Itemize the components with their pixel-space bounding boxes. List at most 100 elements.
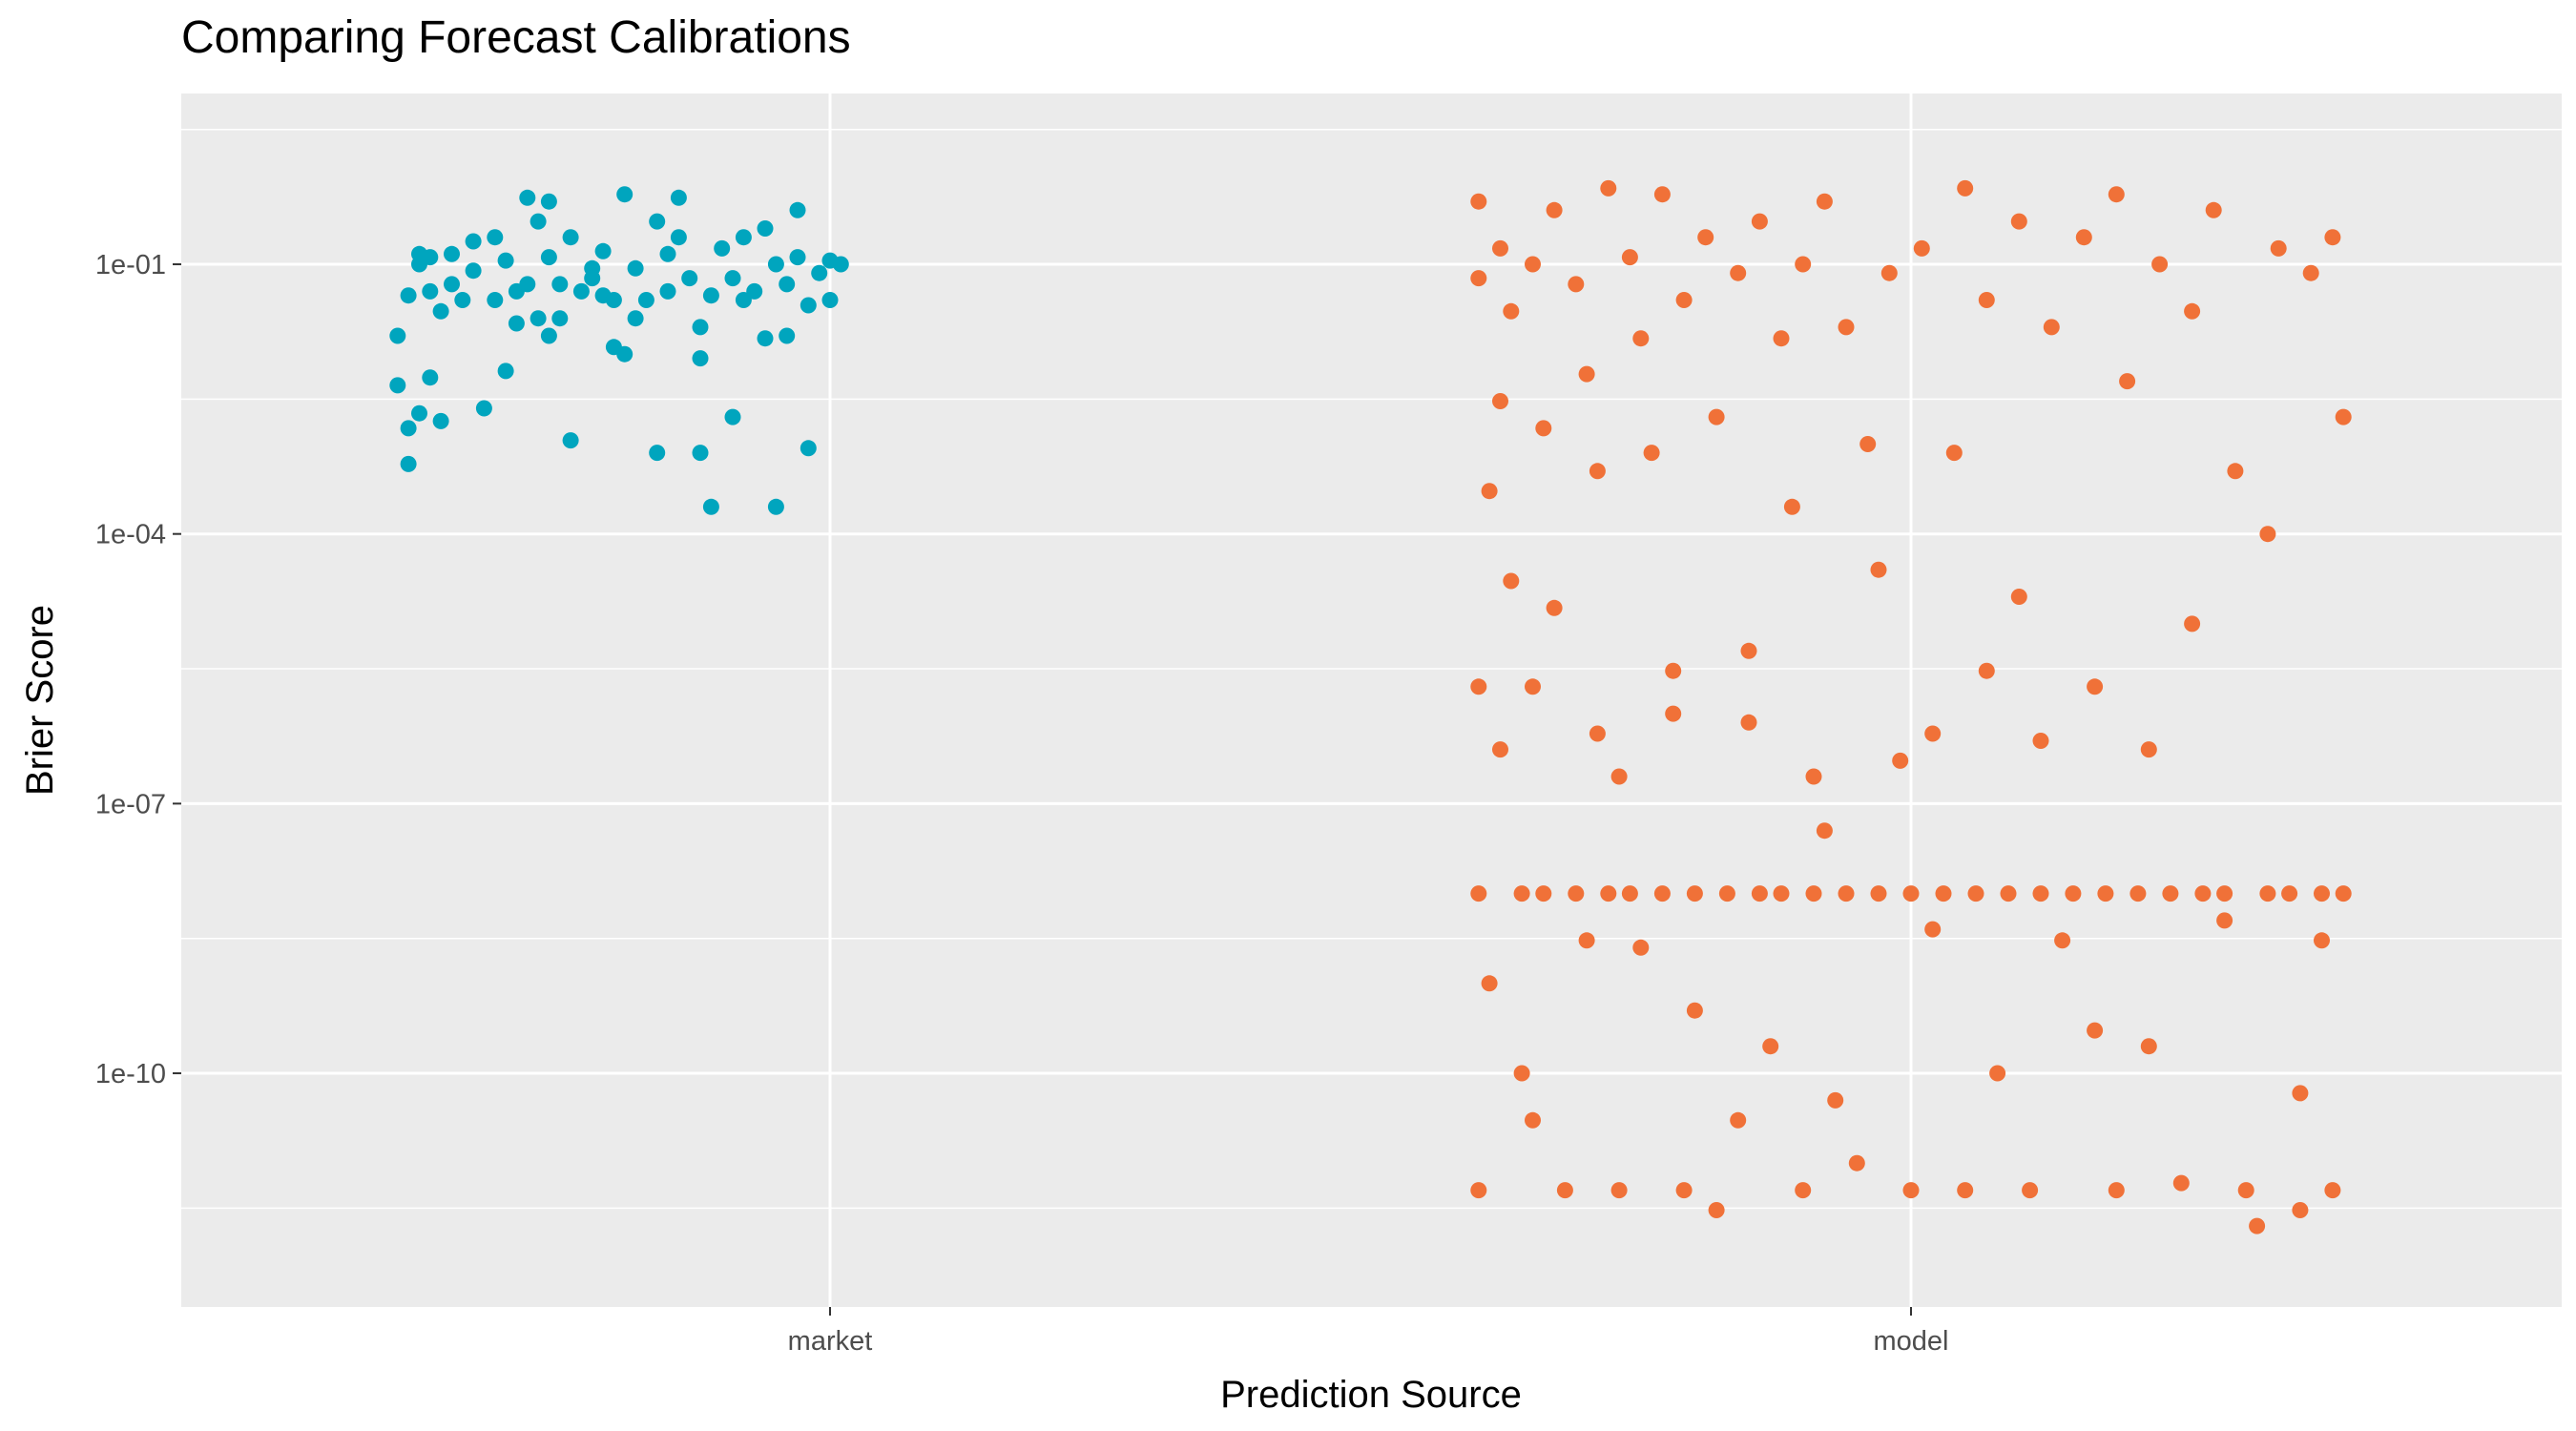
model-point: [1751, 213, 1768, 230]
market-point: [627, 310, 644, 327]
model-point: [2032, 733, 2049, 749]
model-point: [2097, 885, 2114, 902]
model-point: [2010, 213, 2027, 230]
market-point: [551, 310, 569, 327]
model-point: [1795, 1182, 1812, 1199]
market-point: [454, 292, 471, 308]
model-point: [2162, 885, 2179, 902]
market-point: [779, 327, 796, 344]
market-point: [400, 287, 417, 304]
model-point: [1924, 725, 1942, 742]
market-point: [670, 189, 687, 206]
model-point: [1481, 483, 1498, 500]
model-point: [1967, 885, 1984, 902]
market-point: [540, 193, 557, 210]
market-point: [757, 220, 774, 237]
model-point: [1675, 1182, 1693, 1199]
model-point: [2087, 1022, 2104, 1039]
model-point: [2043, 319, 2060, 336]
y-tick-label: 1e-01: [95, 250, 166, 280]
market-point: [411, 404, 427, 422]
model-point: [1913, 239, 1930, 257]
market-point: [724, 408, 741, 425]
minor-gridlines: [181, 128, 2562, 1210]
model-point: [2270, 239, 2287, 257]
model-point: [2108, 186, 2125, 203]
model-point: [1525, 1111, 1541, 1129]
plot-panel: [181, 93, 2562, 1307]
model-point: [1589, 725, 1606, 742]
market-point: [475, 400, 492, 417]
market-point: [530, 213, 547, 230]
model-point: [1708, 1202, 1725, 1218]
market-point: [789, 201, 806, 218]
market-point: [702, 498, 719, 515]
model-point: [1535, 420, 1552, 437]
model-point: [2184, 615, 2201, 633]
model-point: [1957, 1182, 1974, 1199]
model-point: [1600, 179, 1617, 197]
model-point: [1978, 662, 1995, 679]
model-point: [1513, 885, 1530, 902]
market-point: [562, 432, 579, 449]
model-point: [2151, 256, 2169, 273]
model-point: [1621, 249, 1638, 266]
model-point: [1492, 239, 1508, 257]
model-point: [2140, 741, 2157, 758]
model-point: [1535, 885, 1552, 902]
model-point: [1902, 1182, 1920, 1199]
model-point: [1686, 1002, 1703, 1019]
market-point: [465, 262, 482, 280]
model-point: [1935, 885, 1952, 902]
market-point: [767, 256, 784, 273]
market-point: [519, 276, 536, 293]
model-point: [1578, 932, 1595, 949]
market-point: [605, 339, 622, 356]
model-point: [1805, 885, 1822, 902]
model-point: [2335, 408, 2352, 425]
y-axis-title: Brier Score: [19, 605, 61, 796]
model-point: [2237, 1182, 2254, 1199]
model-point: [2292, 1202, 2309, 1218]
model-point: [2324, 1182, 2341, 1199]
model-point: [2302, 264, 2319, 281]
model-point: [1805, 768, 1822, 785]
market-point: [670, 229, 687, 246]
market-point: [832, 256, 849, 273]
model-point: [2172, 1174, 2190, 1192]
model-point: [2000, 885, 2017, 902]
model-point: [1600, 885, 1617, 902]
model-point: [2292, 1085, 2309, 1102]
market-point: [422, 249, 439, 266]
model-point: [2032, 885, 2049, 902]
x-axis-title: Prediction Source: [1220, 1374, 1522, 1416]
market-point: [821, 292, 839, 308]
chart-title: Comparing Forecast Calibrations: [181, 12, 851, 63]
model-point: [1492, 393, 1508, 409]
model-point: [1665, 705, 1682, 722]
model-point: [2281, 885, 2298, 902]
model-point: [1470, 885, 1487, 902]
market-point: [649, 445, 666, 462]
model-point: [1880, 264, 1898, 281]
market-point: [551, 276, 569, 293]
model-point: [1870, 561, 1887, 578]
market-point: [540, 249, 557, 266]
model-point: [1525, 678, 1541, 695]
model-point: [1481, 975, 1498, 992]
x-tick-label-market: market: [788, 1326, 873, 1357]
market-point: [702, 287, 719, 304]
model-point: [1989, 1065, 2006, 1082]
model-point: [1525, 256, 1541, 273]
model-point: [1816, 822, 1833, 840]
market-point: [735, 292, 752, 308]
market-point: [594, 242, 612, 259]
model-point: [1718, 885, 1735, 902]
market-point: [519, 189, 536, 206]
model-point: [1730, 1111, 1747, 1129]
market-point: [735, 229, 752, 246]
model-point: [1827, 1091, 1844, 1109]
market-point: [508, 315, 525, 332]
y-tick-label: 1e-07: [95, 789, 166, 819]
